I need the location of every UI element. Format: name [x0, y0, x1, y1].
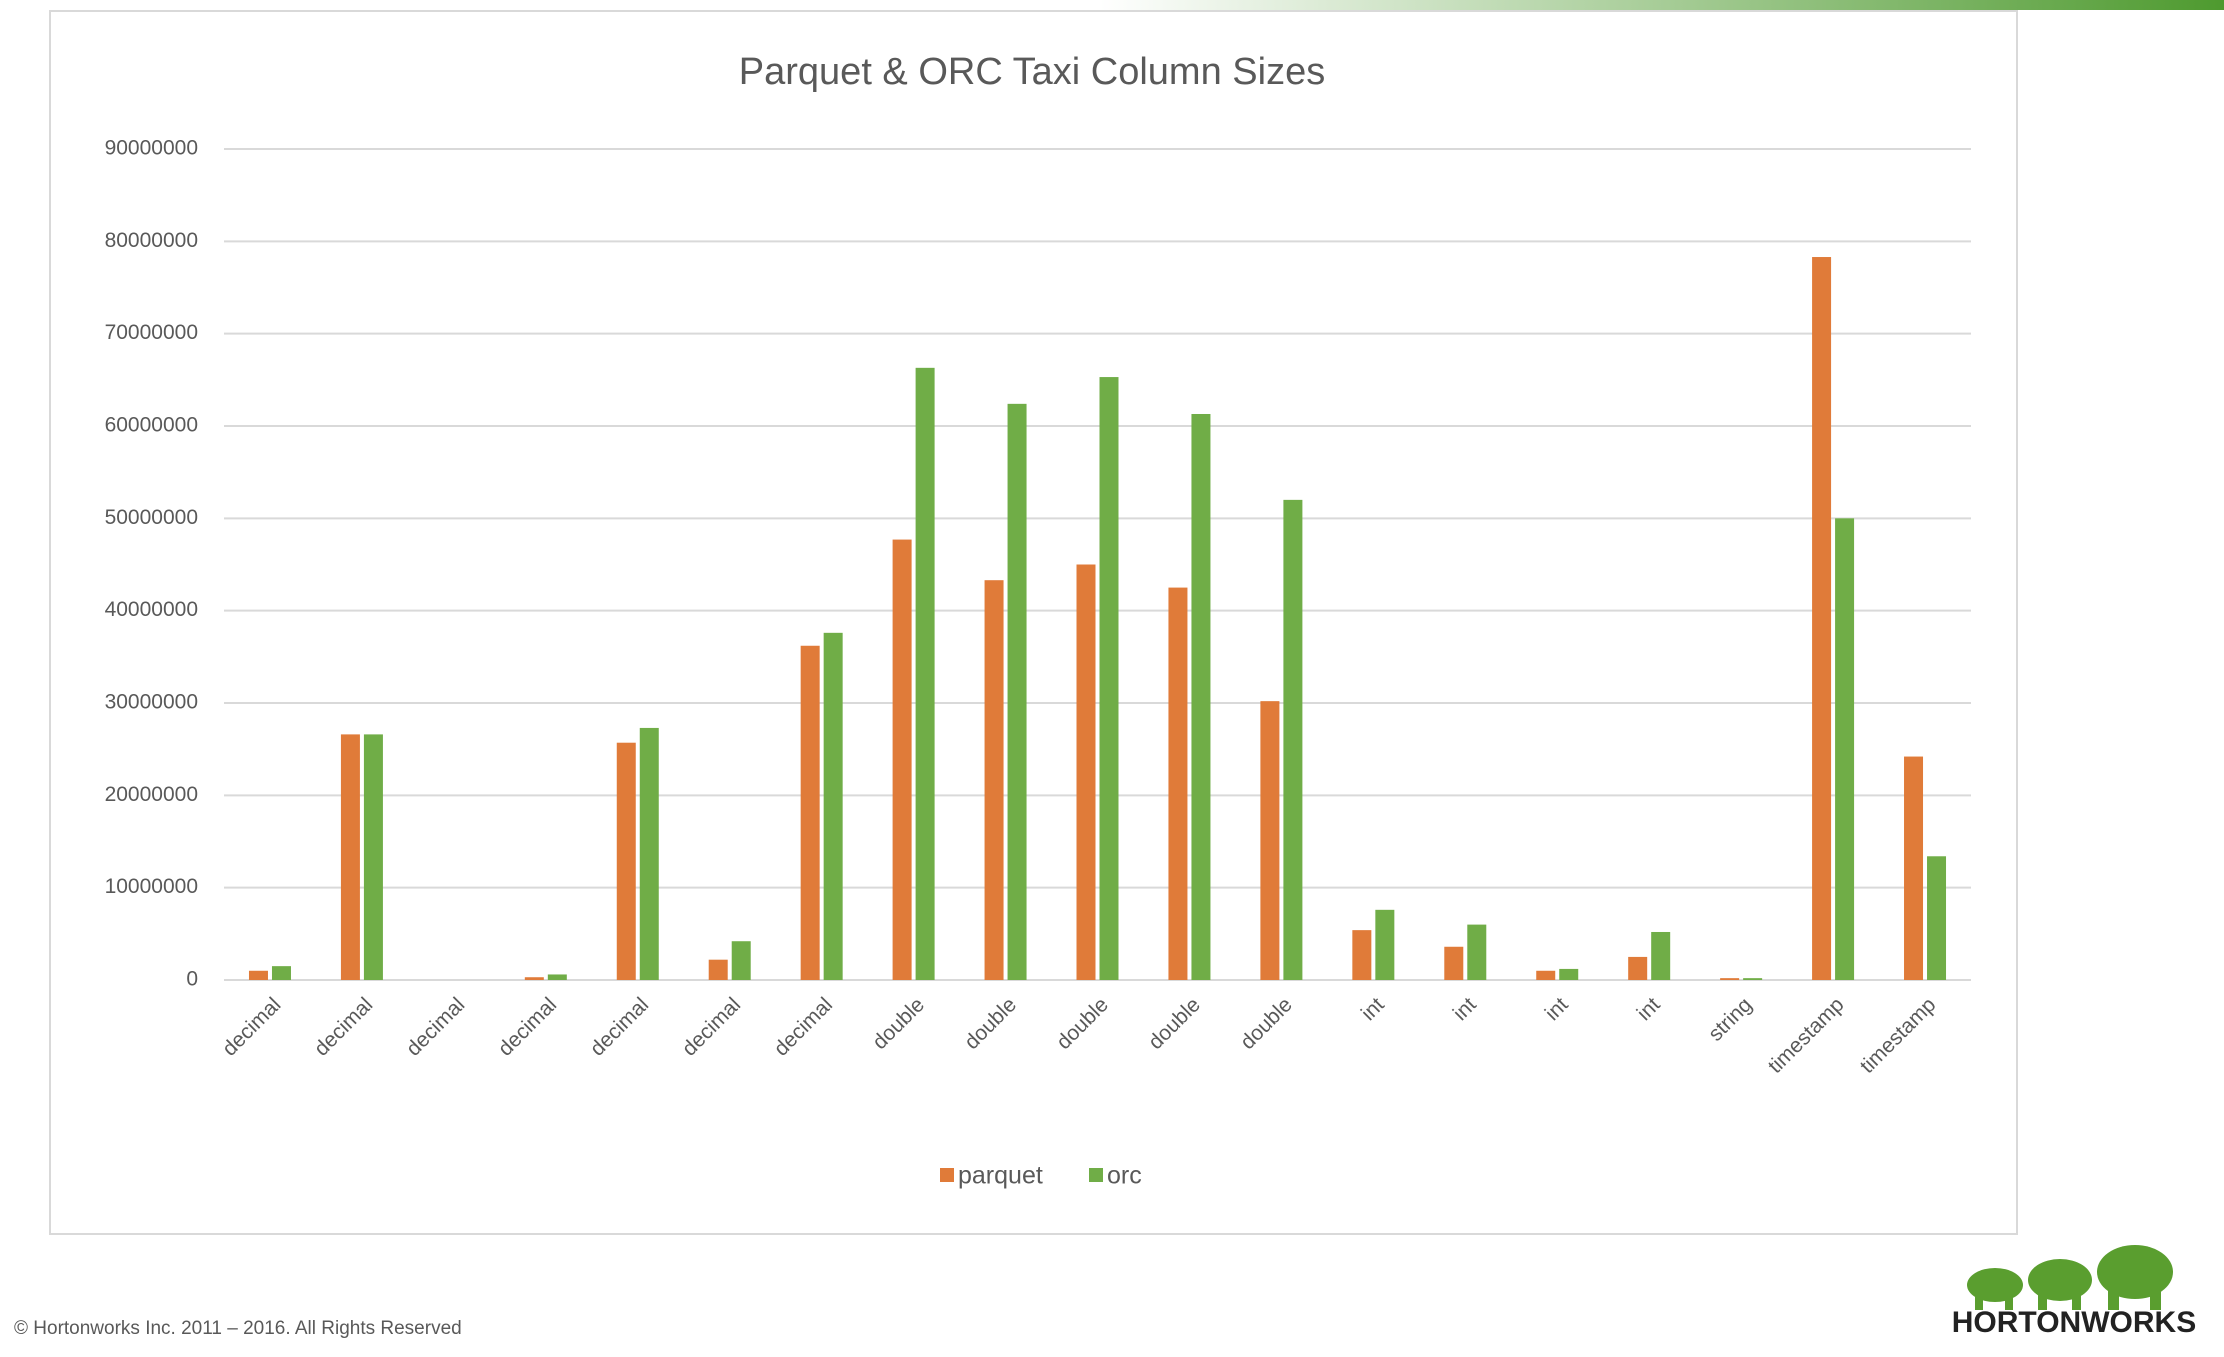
y-tick-label: 0	[186, 968, 198, 991]
bar	[363, 734, 383, 980]
bar	[1628, 956, 1648, 980]
bar	[708, 959, 728, 980]
bar	[1812, 257, 1832, 980]
chart-frame	[49, 10, 2018, 1235]
bar	[1260, 701, 1280, 980]
bar	[547, 974, 567, 980]
bar	[1191, 413, 1211, 980]
y-tick-label: 50000000	[105, 506, 198, 529]
bar	[1720, 978, 1740, 980]
legend-label: parquet	[958, 1162, 1043, 1190]
y-tick-label: 10000000	[105, 875, 198, 898]
bar	[1444, 946, 1464, 980]
bar	[1076, 564, 1096, 980]
bar	[1559, 968, 1579, 980]
bar	[915, 367, 935, 981]
bar	[639, 727, 659, 980]
bar	[800, 645, 820, 980]
y-tick-label: 20000000	[105, 783, 198, 806]
decor-streak	[1100, 0, 2224, 10]
legend-swatch	[1089, 1168, 1103, 1182]
legend-label: orc	[1107, 1162, 1142, 1190]
logo-icon	[1967, 1245, 2173, 1310]
bar	[1007, 403, 1027, 981]
y-tick-label: 90000000	[105, 137, 198, 160]
y-tick-label: 30000000	[105, 691, 198, 714]
bar	[892, 539, 912, 980]
y-tick-label: 80000000	[105, 229, 198, 252]
bar	[823, 632, 843, 980]
legend-swatch	[940, 1168, 954, 1182]
y-tick-label: 70000000	[105, 321, 198, 344]
bar	[1467, 924, 1487, 980]
bar	[731, 941, 751, 980]
bar	[1743, 978, 1763, 980]
bar	[616, 742, 636, 980]
footer: © Hortonworks Inc. 2011 – 2016. All Righ…	[14, 1318, 462, 1339]
bar	[1904, 756, 1924, 980]
bar	[1168, 587, 1188, 980]
chart-title: Parquet & ORC Taxi Column Sizes	[739, 51, 1325, 93]
bar	[271, 966, 291, 980]
bar	[1835, 518, 1855, 980]
bar	[248, 970, 268, 980]
bar	[340, 734, 360, 980]
bar	[1099, 377, 1119, 980]
bar	[984, 580, 1004, 980]
y-tick-label: 40000000	[105, 598, 198, 621]
bar	[1283, 499, 1303, 980]
bar	[1536, 970, 1556, 980]
bar	[524, 977, 544, 980]
bar	[1375, 909, 1395, 980]
y-tick-label: 60000000	[105, 414, 198, 437]
bar	[1352, 930, 1372, 980]
bar	[1927, 856, 1947, 980]
logo-text: HORTONWORKS	[1952, 1306, 2196, 1339]
bar	[1651, 931, 1671, 980]
